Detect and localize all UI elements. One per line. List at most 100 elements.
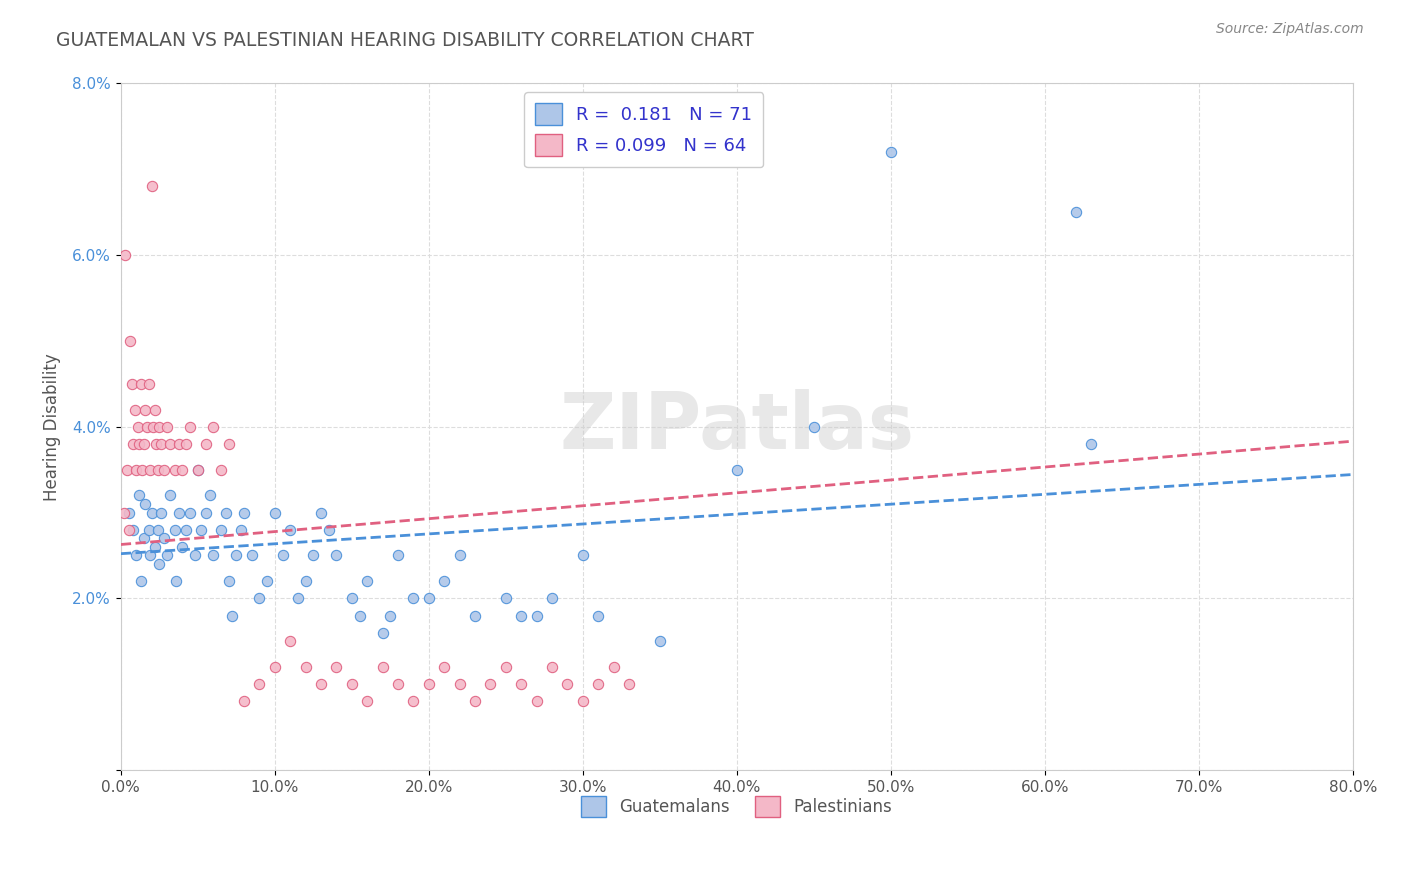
Point — [725, 462, 748, 476]
Point — [233, 506, 256, 520]
Point — [541, 660, 564, 674]
Point — [122, 523, 145, 537]
Point — [114, 248, 136, 262]
Point — [586, 677, 609, 691]
Point — [387, 677, 409, 691]
Point — [402, 694, 425, 708]
Point — [117, 506, 139, 520]
Point — [495, 591, 517, 606]
Point — [325, 549, 347, 563]
Point — [159, 488, 181, 502]
Point — [174, 523, 197, 537]
Point — [510, 677, 533, 691]
Point — [464, 694, 486, 708]
Point — [156, 549, 179, 563]
Point — [169, 437, 191, 451]
Point — [572, 694, 595, 708]
Point — [202, 419, 225, 434]
Text: ZIPatlas: ZIPatlas — [560, 389, 914, 465]
Point — [172, 462, 194, 476]
Point — [153, 531, 176, 545]
Point — [433, 574, 456, 589]
Point — [131, 462, 153, 476]
Point — [1080, 437, 1102, 451]
Point — [380, 608, 402, 623]
Point — [120, 334, 142, 348]
Text: Source: ZipAtlas.com: Source: ZipAtlas.com — [1216, 22, 1364, 37]
Point — [278, 523, 301, 537]
Point — [602, 660, 624, 674]
Point — [129, 376, 152, 391]
Point — [156, 419, 179, 434]
Point — [803, 419, 825, 434]
Point — [1064, 205, 1087, 219]
Point — [586, 608, 609, 623]
Point — [187, 462, 209, 476]
Point — [169, 506, 191, 520]
Point — [134, 402, 156, 417]
Point — [112, 506, 135, 520]
Point — [198, 488, 221, 502]
Point — [149, 506, 172, 520]
Point — [464, 608, 486, 623]
Point — [541, 591, 564, 606]
Point — [138, 376, 160, 391]
Point — [132, 437, 155, 451]
Point — [139, 549, 162, 563]
Point — [479, 677, 502, 691]
Point — [287, 591, 309, 606]
Point — [179, 419, 201, 434]
Point — [294, 574, 316, 589]
Y-axis label: Hearing Disability: Hearing Disability — [44, 353, 60, 500]
Point — [418, 677, 440, 691]
Point — [449, 549, 471, 563]
Point — [356, 574, 378, 589]
Point — [495, 660, 517, 674]
Point — [240, 549, 263, 563]
Point — [340, 591, 363, 606]
Point — [125, 462, 148, 476]
Point — [309, 677, 332, 691]
Point — [371, 660, 394, 674]
Point — [371, 625, 394, 640]
Point — [387, 549, 409, 563]
Legend: Guatemalans, Palestinians: Guatemalans, Palestinians — [575, 789, 898, 823]
Point — [159, 437, 181, 451]
Point — [190, 523, 212, 537]
Point — [263, 506, 285, 520]
Point — [356, 694, 378, 708]
Point — [218, 574, 240, 589]
Point — [163, 523, 186, 537]
Point — [194, 437, 217, 451]
Point — [138, 523, 160, 537]
Point — [187, 462, 209, 476]
Point — [229, 523, 252, 537]
Point — [449, 677, 471, 691]
Point — [145, 437, 167, 451]
Point — [278, 634, 301, 648]
Point — [165, 574, 187, 589]
Point — [309, 506, 332, 520]
Point — [125, 549, 148, 563]
Point — [209, 462, 232, 476]
Point — [163, 462, 186, 476]
Point — [146, 523, 169, 537]
Point — [143, 540, 166, 554]
Point — [880, 145, 903, 160]
Point — [143, 402, 166, 417]
Point — [318, 523, 340, 537]
Point — [117, 523, 139, 537]
Point — [302, 549, 325, 563]
Point — [129, 574, 152, 589]
Point — [122, 437, 145, 451]
Point — [146, 462, 169, 476]
Point — [174, 437, 197, 451]
Point — [572, 549, 595, 563]
Point — [510, 608, 533, 623]
Point — [294, 660, 316, 674]
Point — [218, 437, 240, 451]
Point — [349, 608, 371, 623]
Point — [214, 506, 236, 520]
Point — [249, 677, 271, 691]
Point — [617, 677, 640, 691]
